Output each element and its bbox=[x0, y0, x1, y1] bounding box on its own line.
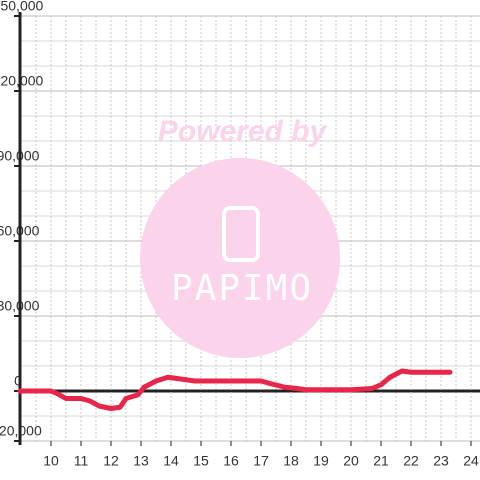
y-tick-label: 150,000 bbox=[0, 0, 44, 14]
x-tick-label: 20 bbox=[343, 453, 359, 469]
data-line bbox=[17, 368, 453, 411]
x-tick-label: 10 bbox=[43, 453, 59, 469]
watermark: Powered by PAPIMO bbox=[140, 115, 340, 358]
x-tick-label: 15 bbox=[193, 453, 209, 469]
x-tick-label: 14 bbox=[163, 453, 179, 469]
watermark-title: Powered by bbox=[158, 115, 328, 148]
x-tick-label: 17 bbox=[253, 453, 269, 469]
watermark-icon bbox=[222, 206, 260, 262]
y-tick-label: 120,000 bbox=[0, 73, 44, 89]
x-tick-label: 19 bbox=[313, 453, 329, 469]
x-tick-label: 12 bbox=[103, 453, 119, 469]
x-tick-label: 11 bbox=[74, 453, 89, 469]
x-tick-label: 21 bbox=[373, 453, 389, 469]
x-tick-label: 18 bbox=[283, 453, 299, 469]
x-tick-label: 24 bbox=[463, 453, 479, 469]
x-tick-label: 13 bbox=[133, 453, 149, 469]
x-tick-label: 22 bbox=[403, 453, 419, 469]
watermark-logo: PAPIMO bbox=[171, 268, 313, 309]
x-tick-label: 23 bbox=[433, 453, 449, 469]
x-tick-label: 16 bbox=[223, 453, 239, 469]
y-tick-label: 0 bbox=[14, 373, 22, 389]
